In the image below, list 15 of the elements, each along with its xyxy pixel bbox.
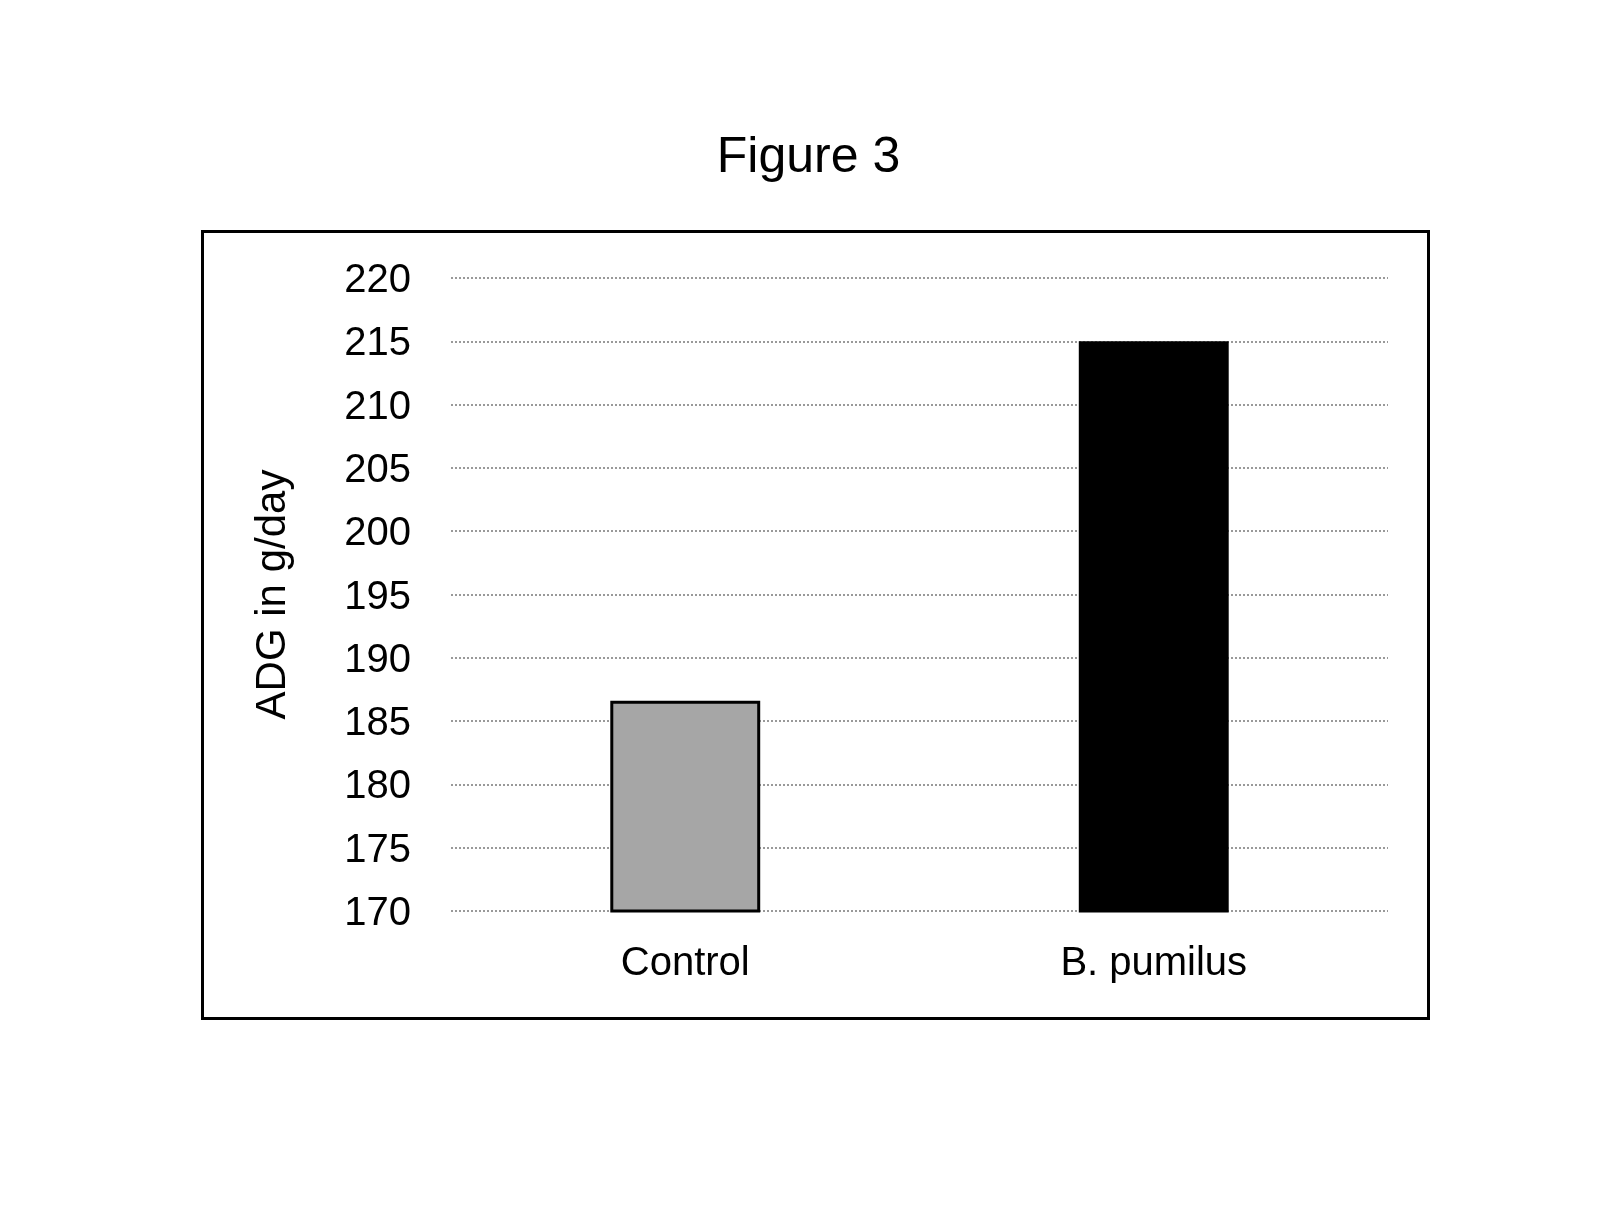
y-tick-label: 175 xyxy=(344,825,411,870)
y-tick-label: 210 xyxy=(344,382,411,427)
y-tick-label: 170 xyxy=(344,889,411,933)
y-tick-label: 215 xyxy=(344,319,411,364)
y-tick-label: 205 xyxy=(344,445,411,490)
y-tick-label: 200 xyxy=(344,509,411,554)
x-tick-label: B. pumilus xyxy=(1060,939,1248,983)
y-axis-title: ADG in g/day xyxy=(246,469,294,720)
y-tick-label: 220 xyxy=(344,256,411,300)
chart-title: Figure 3 xyxy=(716,127,901,183)
x-tick-label: Control xyxy=(620,939,750,983)
y-tick-label: 190 xyxy=(344,635,411,680)
y-tick-label: 195 xyxy=(344,572,411,617)
y-tick-label: 185 xyxy=(344,699,411,744)
y-tick-label: 180 xyxy=(344,762,411,807)
